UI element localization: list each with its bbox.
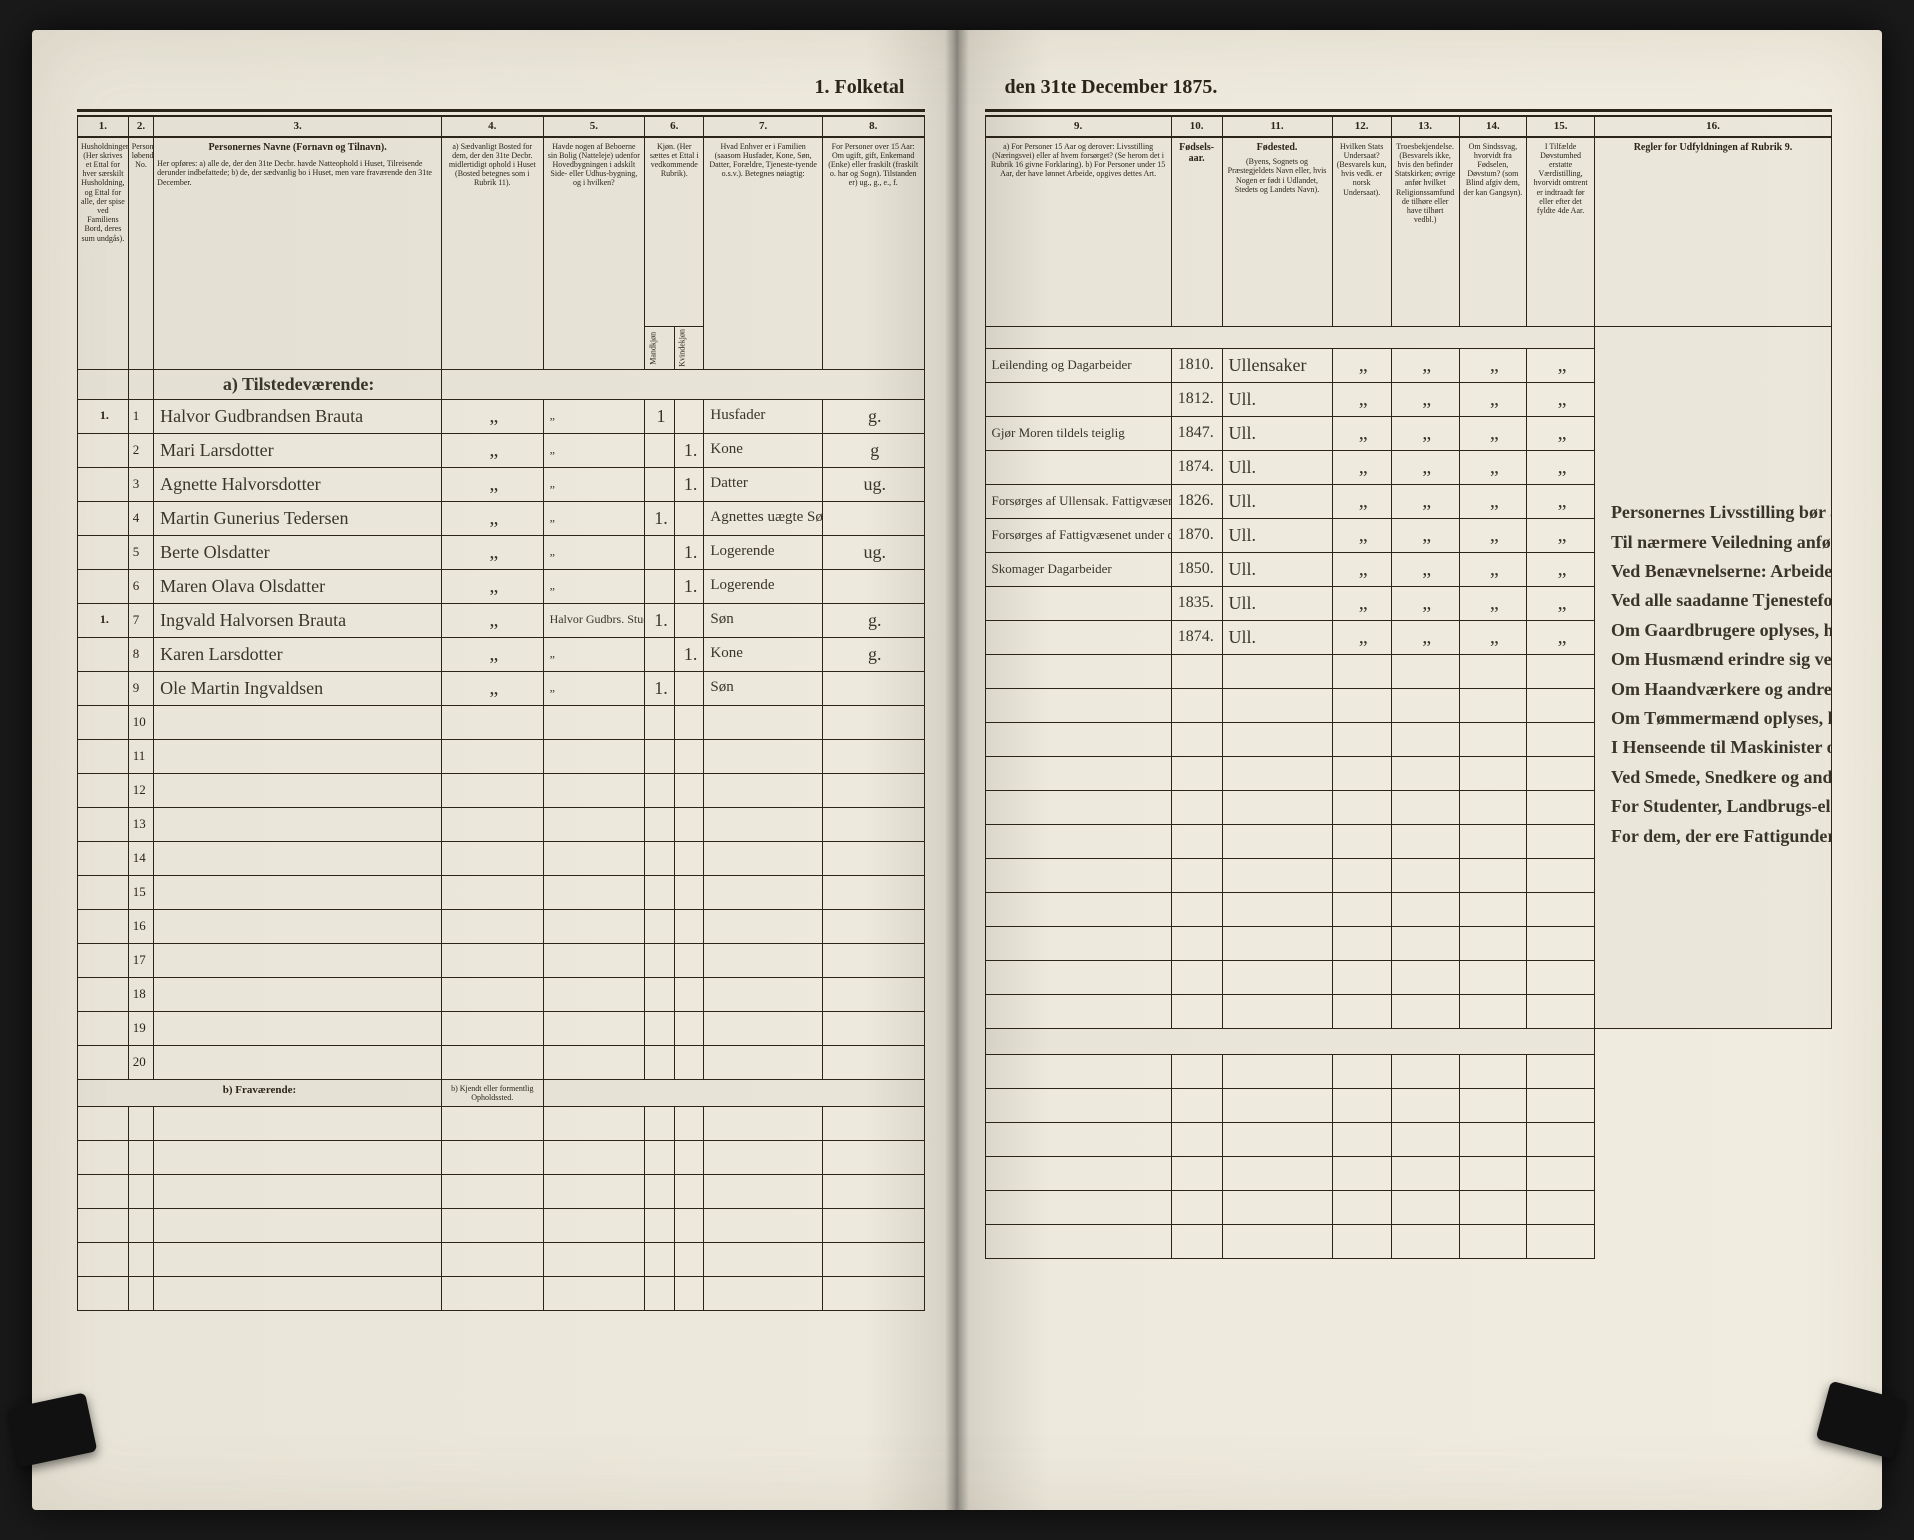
col-7: 7.: [704, 117, 823, 137]
section-b-col4: b) Kjendt eller formentlig Opholdssted.: [441, 1079, 543, 1106]
table-row-empty: [985, 1191, 1832, 1225]
table-row-empty: 19: [78, 1011, 925, 1045]
table-row: 6 Maren Olava Olsdatter „ „ 1. Logerende: [78, 569, 925, 603]
table-row-empty: [78, 1242, 925, 1276]
table-row: 9 Ole Martin Ingvaldsen „ „ 1. Søn: [78, 671, 925, 705]
table-row-empty: [78, 1106, 925, 1140]
form-title-left: 1. Folketal: [77, 70, 925, 109]
col-14: 14.: [1459, 117, 1527, 137]
table-row-empty: 15: [78, 875, 925, 909]
hdr-marital: For Personer over 15 Aar: Om ugift, gift…: [822, 137, 924, 370]
col-10: 10.: [1171, 117, 1222, 137]
table-row-empty: [78, 1276, 925, 1310]
table-row: 2 Mari Larsdotter „ „ 1. Kone g: [78, 433, 925, 467]
col-9: 9.: [985, 117, 1171, 137]
table-row-empty: 17: [78, 943, 925, 977]
left-page: 1. Folketal 1. 2. 3. 4. 5. 6. 7. 8.: [32, 30, 955, 1510]
hdr-disability: Om Sindssvag, hvorvidt fra Fødselen, Døv…: [1459, 137, 1527, 327]
right-page: den 31te December 1875. 9. 10. 11. 12. 1…: [955, 30, 1883, 1510]
census-book-spread: 1. Folketal 1. 2. 3. 4. 5. 6. 7. 8.: [32, 30, 1882, 1510]
col-4: 4.: [441, 117, 543, 137]
table-row-empty: 12: [78, 773, 925, 807]
col-6: 6.: [645, 117, 704, 137]
hdr-male: Mandkjøn: [645, 327, 675, 370]
hdr-citizenship: Hvilken Stats Undersaat? (Besvarels kun,…: [1332, 137, 1391, 327]
hdr-birthplace: Fødested. (Byens, Sognets og Præstegjeld…: [1222, 137, 1332, 327]
table-row: 3 Agnette Halvorsdotter „ „ 1. Datter ug…: [78, 467, 925, 501]
col-15: 15.: [1527, 117, 1595, 137]
table-row-empty: [985, 1055, 1832, 1089]
table-row-empty: [985, 1225, 1832, 1259]
table-row: 5 Berte Olsdatter „ „ 1. Logerende ug.: [78, 535, 925, 569]
col-12: 12.: [1332, 117, 1391, 137]
table-row-empty: [78, 1208, 925, 1242]
col-16: 16.: [1594, 117, 1831, 137]
table-row: 4 Martin Gunerius Tedersen „ „ 1. Agnett…: [78, 501, 925, 535]
table-row-empty: [78, 1140, 925, 1174]
col-1: 1.: [78, 117, 129, 137]
hdr-running-no: Personernes løbende No.: [128, 137, 153, 370]
hdr-religion: Troesbekjendelse. (Besvarels ikke, hvis …: [1391, 137, 1459, 327]
rules-text: Personernes Livsstilling bør angives eft…: [1594, 327, 1831, 1029]
table-row-empty: [985, 1123, 1832, 1157]
table-row-empty: 20: [78, 1045, 925, 1079]
col-5: 5.: [543, 117, 645, 137]
table-row: 1. 7 Ingvald Halvorsen Brauta „ Halvor G…: [78, 603, 925, 637]
census-table-left: 1. 2. 3. 4. 5. 6. 7. 8. Husholdninger. (…: [77, 116, 925, 1311]
table-row: 1. 1 Halvor Gudbrandsen Brauta „ „ 1 Hus…: [78, 399, 925, 433]
section-b-label: b) Fraværende:: [78, 1079, 442, 1106]
col-11: 11.: [1222, 117, 1332, 137]
hdr-residence: a) Sædvanligt Bosted for dem, der den 31…: [441, 137, 543, 370]
col-13: 13.: [1391, 117, 1459, 137]
census-table-right: 9. 10. 11. 12. 13. 14. 15. 16. a) For Pe…: [985, 116, 1833, 1259]
hdr-outbuilding: Havde nogen af Beboerne sin Bolig (Natte…: [543, 137, 645, 370]
table-row-empty: [78, 1174, 925, 1208]
hdr-deafmute: I Tilfælde Døvstumhed erstatte Værdistil…: [1527, 137, 1595, 327]
table-row-empty: [985, 1157, 1832, 1191]
hdr-birthyear: Fødsels-aar.: [1171, 137, 1222, 327]
table-row-empty: 13: [78, 807, 925, 841]
col-3: 3.: [154, 117, 442, 137]
table-row-empty: [985, 1089, 1832, 1123]
hdr-sex: Kjøn. (Her sættes et Ettal i vedkommende…: [645, 137, 704, 327]
hdr-occupation: a) For Personer 15 Aar og derover: Livss…: [985, 137, 1171, 327]
hdr-family-pos: Hvad Enhver er i Familien (saasom Husfad…: [704, 137, 823, 370]
table-row-empty: 16: [78, 909, 925, 943]
hdr-households: Husholdninger. (Her skrives et Ettal for…: [78, 137, 129, 370]
hdr-names: Personernes Navne (Fornavn og Tilnavn). …: [154, 137, 442, 370]
table-row: 8 Karen Larsdotter „ „ 1. Kone g.: [78, 637, 925, 671]
table-row-empty: 18: [78, 977, 925, 1011]
table-row-empty: 10: [78, 705, 925, 739]
form-title-right: den 31te December 1875.: [985, 70, 1833, 109]
hdr-rules: Regler for Udfyldningen af Rubrik 9.: [1594, 137, 1831, 327]
col-8: 8.: [822, 117, 924, 137]
table-row-empty: 11: [78, 739, 925, 773]
col-2: 2.: [128, 117, 153, 137]
table-row-empty: 14: [78, 841, 925, 875]
section-a-label: a) Tilstedeværende:: [154, 369, 442, 399]
hdr-female: Kvindekjøn: [674, 327, 704, 370]
